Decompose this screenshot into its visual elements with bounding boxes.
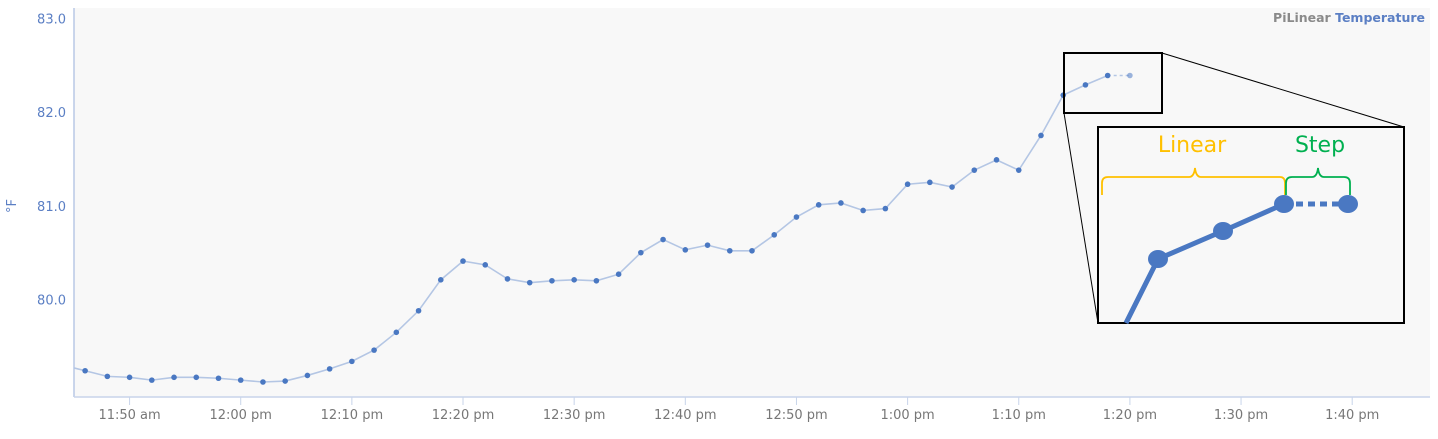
inset-point (1338, 195, 1358, 213)
data-point (904, 181, 911, 188)
data-point (593, 277, 600, 284)
x-tick-label: 12:00 pm (209, 408, 272, 423)
data-point (82, 367, 88, 374)
data-point (927, 179, 933, 186)
callout-connector-bottom (1063, 112, 1099, 324)
data-point (660, 236, 666, 243)
x-tick-label: 1:00 pm (880, 408, 934, 423)
callout-source-box (1063, 52, 1163, 114)
linear-label: Linear (1158, 133, 1227, 158)
data-point (882, 205, 889, 212)
data-point (1082, 82, 1089, 88)
data-point (526, 279, 533, 286)
callout-connector-top (1161, 52, 1405, 128)
step-label: Step (1295, 133, 1345, 158)
x-tick-label: 12:20 pm (432, 408, 495, 423)
data-point (682, 247, 689, 253)
data-point (549, 277, 555, 284)
data-point (371, 347, 377, 353)
data-point (282, 378, 288, 384)
data-point (704, 242, 711, 248)
data-point (193, 374, 200, 381)
chart-title: PiLinear Temperature (1273, 10, 1425, 25)
data-point (1104, 72, 1111, 79)
data-point (615, 271, 622, 278)
x-tick-label: 1:30 pm (1214, 408, 1268, 423)
y-tick-label: 81.0 (37, 200, 66, 215)
data-point (993, 157, 1000, 163)
callout-inset-box (1097, 126, 1405, 324)
data-point (149, 377, 155, 383)
data-point (104, 373, 111, 380)
x-tick-label: 12:30 pm (543, 408, 606, 423)
data-point (171, 374, 177, 381)
y-axis-label: °F (5, 199, 20, 213)
series-line (73, 74, 1108, 383)
inset-point (1148, 250, 1168, 268)
data-point (349, 358, 355, 365)
x-tick-label: 12:10 pm (321, 408, 384, 423)
data-point (237, 377, 244, 383)
data-point (326, 366, 333, 372)
inset-point (1213, 222, 1233, 240)
data-point (638, 249, 644, 256)
x-tick-label: 1:10 pm (992, 408, 1046, 423)
data-point (726, 247, 733, 254)
inset-point (1274, 195, 1294, 213)
y-tick-label: 82.0 (37, 106, 66, 121)
inset-linear-line (1123, 201, 1286, 325)
data-point (1038, 132, 1044, 139)
data-point (793, 214, 800, 220)
y-tick-label: 80.0 (37, 294, 66, 309)
data-point (460, 258, 466, 264)
data-point (504, 276, 511, 282)
data-point (749, 247, 755, 254)
data-point (860, 207, 866, 214)
data-point (771, 232, 778, 238)
x-tick-label: 12:50 pm (765, 408, 828, 423)
data-point (482, 262, 489, 268)
data-point (971, 167, 978, 173)
zoom-callout: Linear Step (1063, 52, 1405, 325)
data-point (260, 379, 266, 385)
data-point (949, 184, 955, 190)
data-point (571, 277, 577, 283)
step-brace (1285, 167, 1351, 195)
data-point (304, 372, 311, 379)
x-tick-label: 12:40 pm (654, 408, 717, 423)
data-point (1015, 167, 1022, 173)
chart-title-name: Temperature (1335, 10, 1425, 25)
x-tick-label: 1:40 pm (1325, 408, 1379, 423)
data-point (415, 307, 422, 314)
y-tick-label: 83.0 (37, 12, 66, 27)
data-point (838, 200, 844, 206)
data-point (393, 329, 400, 336)
data-point (215, 375, 222, 382)
linear-brace (1101, 167, 1286, 195)
data-point (815, 202, 822, 208)
chart-title-prefix: PiLinear (1273, 10, 1332, 25)
data-point (126, 374, 133, 381)
x-tick-label: 1:20 pm (1103, 408, 1157, 423)
step-data-point (1127, 72, 1133, 79)
x-tick-label: 11:50 am (98, 408, 160, 423)
data-point (437, 277, 444, 283)
